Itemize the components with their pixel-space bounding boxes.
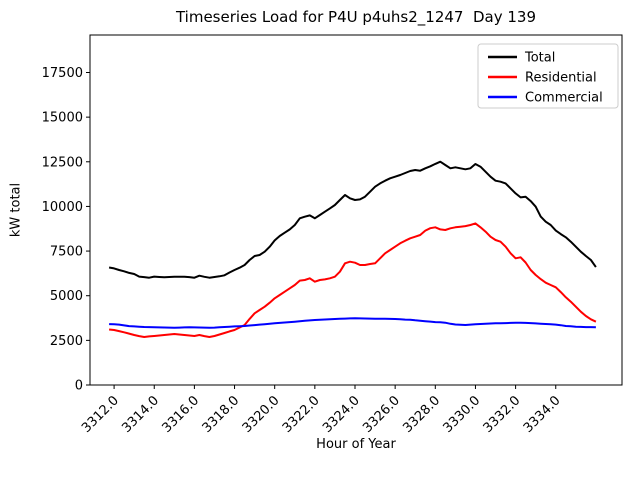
y-tick-label: 10000	[42, 200, 83, 215]
x-tick-label: 3322.0	[280, 393, 323, 436]
y-tick-label: 7500	[50, 245, 83, 260]
x-tick-label: 3318.0	[200, 393, 243, 436]
x-tick-label: 3326.0	[360, 393, 403, 436]
y-tick-label: 12500	[42, 155, 83, 170]
x-tick-label: 3334.0	[521, 393, 564, 436]
x-tick-label: 3316.0	[159, 393, 202, 436]
y-tick-label: 5000	[50, 289, 83, 304]
legend-label-commercial: Commercial	[525, 91, 603, 106]
axes-spines	[89, 34, 623, 386]
legend-label-total: Total	[524, 51, 555, 66]
x-tick-label: 3314.0	[119, 393, 162, 436]
x-tick-label: 3312.0	[79, 393, 122, 436]
chart-title: Timeseries Load for P4U p4uhs2_1247 Day …	[175, 8, 537, 26]
series-line-total	[108, 160, 597, 279]
y-tick-label: 2500	[50, 334, 83, 349]
x-tick-label: 3332.0	[481, 393, 524, 436]
series-line-residential	[109, 222, 597, 338]
x-tick-label: 3324.0	[320, 393, 363, 436]
y-tick-label: 15000	[42, 111, 83, 126]
y-tick-label: 0	[75, 379, 83, 394]
x-tick-label: 3320.0	[240, 393, 283, 436]
legend-label-residential: Residential	[525, 71, 597, 86]
series-line-commercial	[109, 317, 596, 329]
x-tick-label: 3330.0	[440, 393, 483, 436]
x-tick-label: 3328.0	[400, 393, 443, 436]
x-axis-label: Hour of Year	[316, 437, 396, 452]
y-tick-label: 17500	[42, 66, 83, 81]
legend-box	[477, 43, 619, 109]
